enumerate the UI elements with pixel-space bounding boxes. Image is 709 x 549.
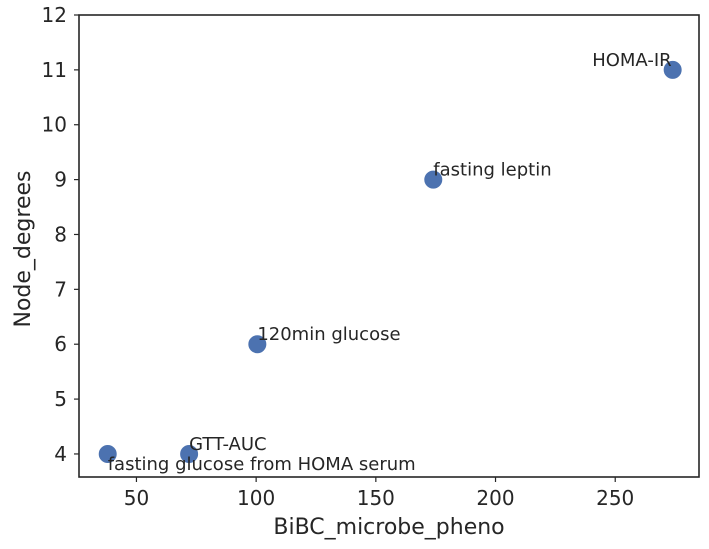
point-label: fasting leptin: [433, 160, 551, 181]
data-points: [97, 59, 683, 464]
scatter-point: [423, 169, 444, 190]
x-tick-label: 150: [357, 486, 395, 510]
y-tick-label: 4: [54, 442, 67, 466]
x-tick-label: 50: [124, 486, 149, 510]
y-tick-label: 11: [42, 58, 67, 82]
y-axis-title: Node_degrees: [11, 171, 36, 328]
point-label: GTT-AUC: [189, 434, 266, 455]
x-tick-label: 200: [476, 486, 514, 510]
scatter-point: [247, 334, 268, 355]
y-tick-label: 7: [54, 277, 67, 301]
y-axis: 4 5 6 7 8 9 10 11 12: [42, 3, 79, 466]
x-tick-label: 250: [596, 486, 634, 510]
plot-frame: [78, 14, 700, 478]
y-tick-label: 10: [42, 113, 67, 137]
point-label: HOMA-IR: [592, 50, 671, 71]
y-tick-label: 8: [54, 222, 67, 246]
point-label: fasting glucose from HOMA serum: [108, 454, 416, 475]
y-tick-label: 6: [54, 332, 67, 356]
y-tick-label: 12: [42, 3, 67, 27]
y-tick-label: 5: [54, 387, 67, 411]
x-axis-title: BiBC_microbe_pheno: [273, 515, 504, 540]
x-tick-label: 100: [237, 486, 275, 510]
scatter-point: [179, 443, 200, 464]
x-axis: 50 100 150 200 250: [124, 477, 634, 510]
scatter-point: [97, 443, 118, 464]
scatter-point: [662, 59, 683, 80]
y-tick-label: 9: [54, 168, 67, 192]
point-label: 120min glucose: [257, 324, 400, 345]
